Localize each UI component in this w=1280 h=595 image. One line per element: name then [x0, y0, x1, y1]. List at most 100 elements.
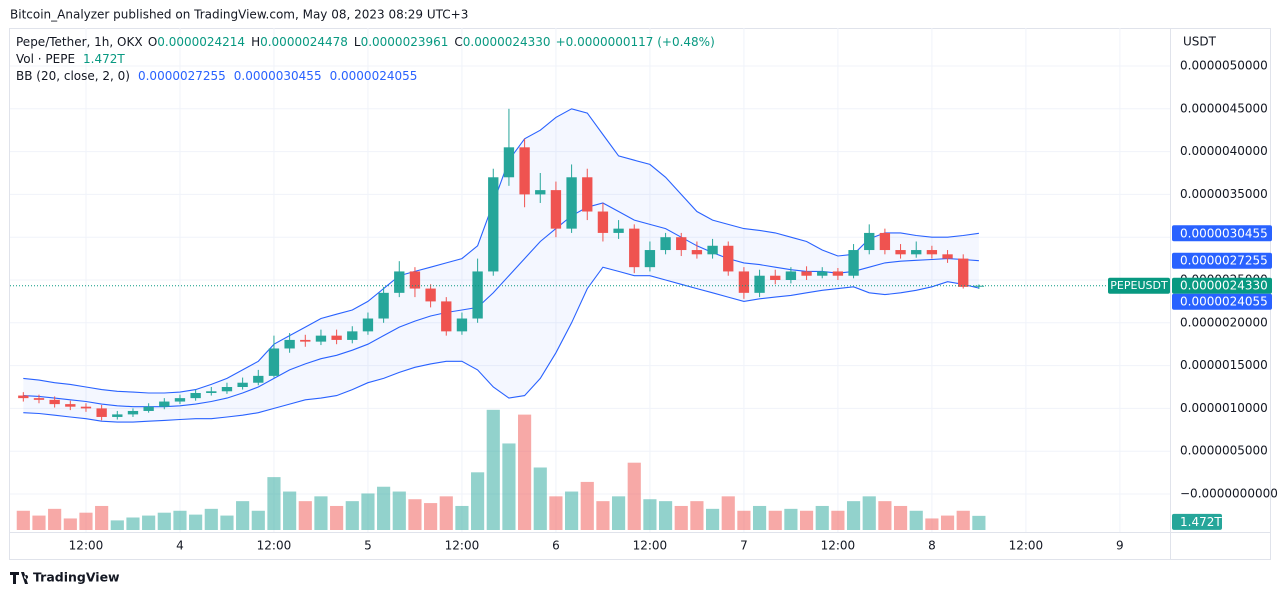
y-tick-label: 0.0000015000	[1180, 358, 1268, 372]
volume-bar	[220, 515, 234, 530]
candle-body	[503, 147, 515, 178]
brand-logo	[10, 572, 29, 584]
volume-bar	[32, 515, 46, 530]
candle-body	[331, 335, 342, 340]
volume-bar	[314, 496, 328, 530]
price-badge-label: 0.0000024055	[1180, 295, 1268, 309]
volume-bar	[471, 472, 485, 530]
volume-bar	[518, 414, 532, 530]
candle-body	[613, 228, 624, 233]
candle-body	[879, 232, 891, 251]
volume-bar	[173, 510, 187, 530]
candle-body	[441, 301, 452, 332]
legend-item: C	[454, 35, 462, 49]
candle-body	[33, 398, 45, 400]
candle-body	[723, 245, 734, 272]
volume-bar	[377, 486, 391, 530]
candle-body	[456, 318, 468, 332]
candle-body	[284, 339, 295, 349]
price-badge-label: 0.0000030455	[1180, 226, 1268, 240]
volume-bar	[690, 501, 704, 530]
candle-body	[362, 318, 374, 332]
volume-bar	[157, 512, 171, 530]
volume-bar	[439, 496, 453, 530]
x-tick-label: 12:00	[445, 539, 480, 553]
candle-body	[206, 391, 217, 393]
legend-item: L	[354, 35, 361, 49]
volume-bar	[298, 501, 312, 530]
candle-body	[535, 190, 546, 195]
volume-bar	[612, 496, 626, 530]
y-axis-label: USDT	[1183, 35, 1217, 49]
price-badge	[1172, 277, 1272, 294]
x-tick-label: 5	[364, 539, 372, 553]
candle-body	[817, 271, 828, 276]
y-tick-label: 0.0000040000	[1180, 144, 1268, 158]
candle-body	[347, 331, 358, 340]
volume-badge	[1172, 513, 1222, 530]
volume-bar	[345, 501, 359, 530]
volume-pane	[16, 409, 986, 530]
candle-body	[832, 271, 844, 276]
volume-bar	[940, 515, 955, 530]
volume-bar	[533, 467, 547, 530]
candle-body	[582, 177, 593, 212]
y-tick-label: 0.0000010000	[1180, 401, 1268, 415]
volume-bar	[565, 491, 579, 530]
candle-body	[315, 335, 327, 342]
bb-fill	[23, 108, 979, 423]
volume-bar	[596, 501, 610, 530]
y-tick-label: 0.0000005000	[1180, 444, 1268, 458]
candle-body	[409, 271, 421, 289]
legend-item: BB (20, close, 2, 0)	[16, 69, 130, 83]
candle-body	[911, 250, 922, 255]
volume-bar	[799, 510, 814, 530]
volume-bar	[972, 515, 986, 530]
volume-bar	[361, 493, 375, 530]
y-tick-label: 0.0000020000	[1180, 315, 1268, 329]
candle-body	[488, 177, 499, 272]
volume-bar	[549, 496, 563, 530]
x-tick-label: 8	[928, 539, 936, 553]
volume-bar	[674, 505, 688, 530]
bb-basis	[23, 202, 979, 408]
legend-item: H	[251, 35, 260, 49]
candle-body	[566, 177, 577, 229]
volume-bar	[63, 518, 77, 530]
price-badge	[1172, 225, 1272, 242]
candle-body	[926, 250, 938, 255]
candle-body	[49, 399, 60, 405]
candle-body	[519, 147, 530, 195]
candle-body	[629, 228, 640, 268]
volume-bar	[721, 496, 735, 530]
volume-bar	[408, 499, 422, 530]
x-tick-label: 7	[740, 539, 748, 553]
legend-item: 0.0000024478	[260, 35, 348, 49]
volume-bar	[251, 510, 265, 530]
bb-upper	[23, 108, 979, 394]
volume-bar	[784, 508, 798, 530]
volume-bar	[706, 508, 720, 530]
volume-bar	[16, 510, 30, 530]
volume-bar	[204, 508, 218, 530]
volume-bar	[909, 510, 923, 530]
volume-bar	[126, 517, 140, 530]
candle-body	[237, 382, 248, 387]
candle-body	[691, 250, 703, 255]
y-tick-label: 0.0000035000	[1180, 187, 1268, 201]
legend-item: +0.0000000117 (+0.48%)	[556, 35, 715, 49]
candle-body	[472, 271, 483, 319]
volume-badge-label: 1.472T	[1180, 515, 1222, 529]
candle-body	[848, 250, 859, 276]
volume-bar	[752, 505, 767, 530]
volume-bar	[878, 501, 892, 530]
symbol-badge	[1108, 277, 1170, 294]
volume-bar	[236, 501, 250, 530]
candle-body	[644, 250, 656, 268]
volume-bar	[768, 510, 782, 530]
volume-bar	[330, 505, 344, 530]
volume-bar	[862, 496, 876, 530]
volume-bar	[79, 512, 93, 530]
candle-body	[18, 395, 29, 399]
